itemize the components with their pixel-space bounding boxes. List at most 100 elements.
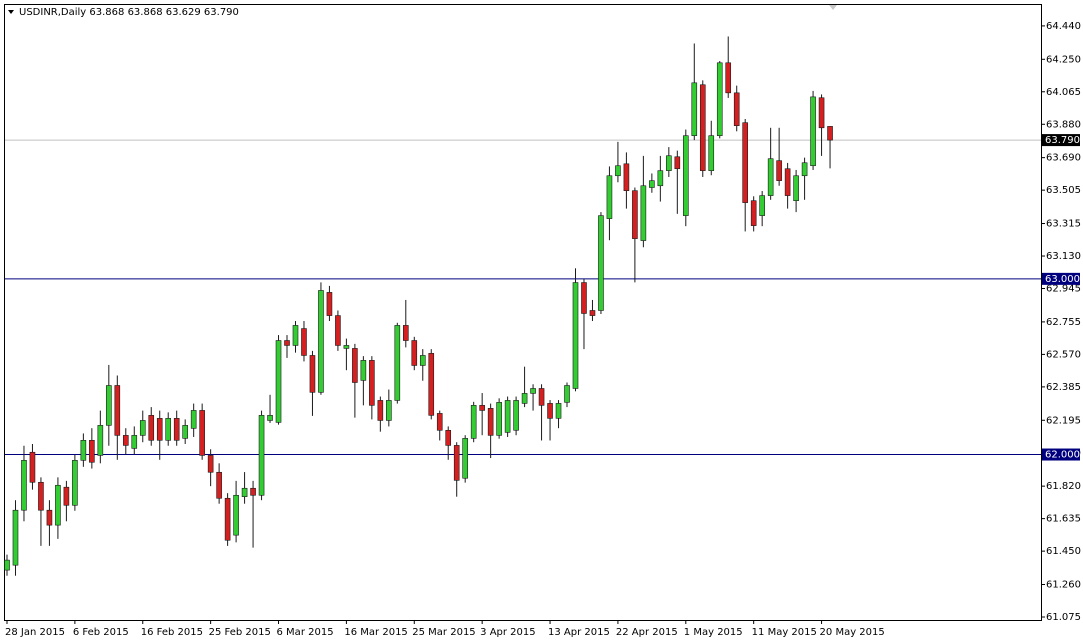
x-tick-label: 13 Apr 2015 <box>548 627 610 638</box>
candle-body <box>623 163 630 191</box>
candle-body <box>504 400 511 433</box>
y-tick-label: 63.315 <box>1046 219 1081 230</box>
candle-body <box>182 425 188 439</box>
candle-body <box>72 460 78 506</box>
candle-body <box>199 410 205 456</box>
candle-body <box>657 170 664 187</box>
candle-body <box>156 418 163 441</box>
candle-body <box>470 405 477 439</box>
candle-body <box>699 84 706 171</box>
candle-body <box>190 410 197 429</box>
candle-body <box>106 385 112 426</box>
y-tick-label: 62.755 <box>1046 317 1081 328</box>
candle-body <box>38 481 44 511</box>
y-tick-label: 64.065 <box>1046 87 1081 98</box>
x-tick-label: 6 Feb 2015 <box>73 627 129 638</box>
candle-body <box>691 82 698 136</box>
candle-body <box>402 325 409 341</box>
candle-body <box>275 340 282 423</box>
y-tick-label: 62.195 <box>1046 415 1081 426</box>
candle-body <box>335 315 341 346</box>
y-tick-label: 62.570 <box>1046 349 1081 360</box>
candle-body <box>521 393 528 404</box>
shift-marker[interactable] <box>829 5 837 10</box>
candle-body <box>453 445 460 481</box>
y-tick-label: 64.250 <box>1046 54 1081 65</box>
candle-body <box>801 162 808 177</box>
candle-body <box>89 439 95 463</box>
candle-body <box>224 497 231 541</box>
candle-body <box>207 455 214 473</box>
candle-body <box>318 290 324 393</box>
candle-body <box>360 360 367 381</box>
candle-body <box>827 126 833 141</box>
candle-body <box>436 413 443 431</box>
candle-body <box>513 400 519 431</box>
plot-frame <box>4 4 1042 621</box>
x-tick-label: 16 Feb 2015 <box>141 627 203 638</box>
candle-body <box>63 486 70 506</box>
candle-body <box>640 185 647 241</box>
candle-body <box>377 400 384 421</box>
candle-body <box>445 429 452 446</box>
menu-arrow[interactable] <box>8 10 14 14</box>
candle-body <box>759 195 765 216</box>
x-tick-label: 25 Mar 2015 <box>412 627 475 638</box>
last-price-label: 63.790 <box>1045 135 1080 146</box>
level-label-bg <box>1042 272 1080 285</box>
candle-body <box>241 487 248 497</box>
candle-body <box>555 403 562 419</box>
candle-body <box>46 509 53 526</box>
candle-body <box>674 156 681 170</box>
candle-body <box>632 190 638 239</box>
level-label: 62.000 <box>1045 450 1080 461</box>
candle-body <box>131 435 138 449</box>
candle-body <box>462 438 468 479</box>
candle-body <box>547 403 553 419</box>
candle-body <box>309 355 316 393</box>
y-tick-label: 63.130 <box>1046 251 1081 262</box>
candle-body <box>122 435 129 446</box>
last-price-label-bg <box>1042 134 1080 147</box>
candle-body <box>598 215 604 311</box>
candle-body <box>530 388 536 394</box>
candle-body <box>139 420 146 436</box>
y-tick-label: 62.385 <box>1046 382 1081 393</box>
y-tick-label: 63.690 <box>1046 153 1081 164</box>
candle-body <box>173 418 180 441</box>
level-label: 63.000 <box>1045 274 1080 285</box>
candle-body <box>733 92 740 126</box>
candle-body <box>581 282 587 314</box>
candle-body <box>776 160 782 181</box>
candle-body <box>564 385 570 403</box>
candle-body <box>80 439 87 461</box>
candle-body <box>114 385 121 436</box>
candle-body <box>386 400 392 421</box>
y-tick-label: 62.945 <box>1046 284 1081 295</box>
candle-body <box>267 415 273 421</box>
candle-body <box>97 425 104 456</box>
candle-body <box>21 460 27 511</box>
y-tick-label: 61.635 <box>1046 514 1081 525</box>
candle-body <box>538 388 545 406</box>
candle-body <box>369 360 375 406</box>
chart-header: USDINR,Daily 63.868 63.868 63.629 63.790 <box>19 7 239 18</box>
y-tick-label: 61.075 <box>1046 612 1081 623</box>
level-label-bg <box>1042 448 1080 461</box>
y-tick-label: 64.440 <box>1046 21 1081 32</box>
candle-body <box>343 345 350 349</box>
candle-body <box>284 340 290 346</box>
candle-body <box>606 175 613 219</box>
x-tick-label: 20 May 2015 <box>820 627 885 638</box>
candle-body <box>326 292 333 316</box>
candle-body <box>4 559 10 571</box>
candle-body <box>682 135 689 216</box>
y-tick-label: 61.820 <box>1046 481 1081 492</box>
y-tick-label: 63.880 <box>1046 119 1081 130</box>
candle-body <box>818 97 825 129</box>
candle-body <box>301 328 307 356</box>
candle-body <box>428 353 435 416</box>
candle-body <box>742 122 748 203</box>
candle-body <box>496 402 502 436</box>
